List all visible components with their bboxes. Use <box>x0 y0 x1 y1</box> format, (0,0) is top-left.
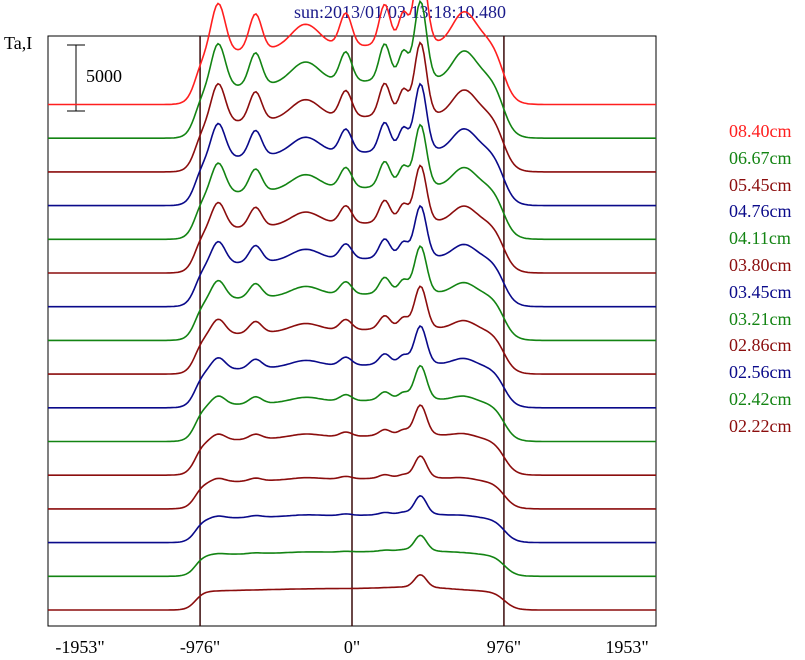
legend-entry: 04.76cm <box>729 201 792 222</box>
legend-entry: 02.42cm <box>729 388 792 409</box>
series-line-02.56cm <box>48 325 656 409</box>
scale-bar <box>67 44 85 112</box>
legend-entry: 03.45cm <box>729 281 792 302</box>
legend: 08.40cm 06.67cm 05.45cm 04.76cm 04.11cm 03.80… <box>729 118 805 440</box>
series-line <box>48 573 656 611</box>
legend-entry: 03.80cm <box>729 254 792 275</box>
scale-bar-label: 5000 <box>86 66 122 86</box>
series-line-02.86cm <box>48 285 656 375</box>
series-line-02.42cm <box>48 364 656 443</box>
series-line-03.45cm <box>48 204 656 308</box>
series-line-03.80cm <box>48 164 656 274</box>
series-line-02.22cm <box>48 404 656 476</box>
legend-entry: 05.45cm <box>729 174 792 195</box>
series-line-05.45cm <box>48 41 656 173</box>
x-tick-label: -1953" <box>55 637 105 657</box>
legend-entry: 04.11cm <box>729 228 791 249</box>
series-line-08.40cm <box>48 0 656 106</box>
legend-entry: 06.67cm <box>729 147 792 168</box>
series-line <box>48 494 656 544</box>
legend-entry: 08.40cm <box>729 121 792 141</box>
x-tick-label: 0" <box>343 637 361 657</box>
series-line-04.11cm <box>48 123 656 241</box>
legend-entry: 02.86cm <box>729 335 792 356</box>
x-tick-label: -976" <box>179 637 221 657</box>
x-tick-label: 976" <box>486 637 522 657</box>
series-line <box>48 455 656 510</box>
series-line-06.67cm <box>48 0 656 139</box>
legend-entry: 02.56cm <box>729 362 792 383</box>
legend-entry: 03.21cm <box>729 308 792 329</box>
spectra-traces <box>48 0 656 611</box>
x-tick-label: 1953" <box>605 637 649 657</box>
chart-title: sun:2013/01/03 13:18:10.480 <box>293 2 506 22</box>
legend-entry: 02.22cm <box>729 415 792 436</box>
series-line <box>48 534 656 578</box>
y-axis-label: Ta,I <box>4 33 33 53</box>
series-line-03.21cm <box>48 245 656 342</box>
series-line-04.76cm <box>48 82 656 207</box>
